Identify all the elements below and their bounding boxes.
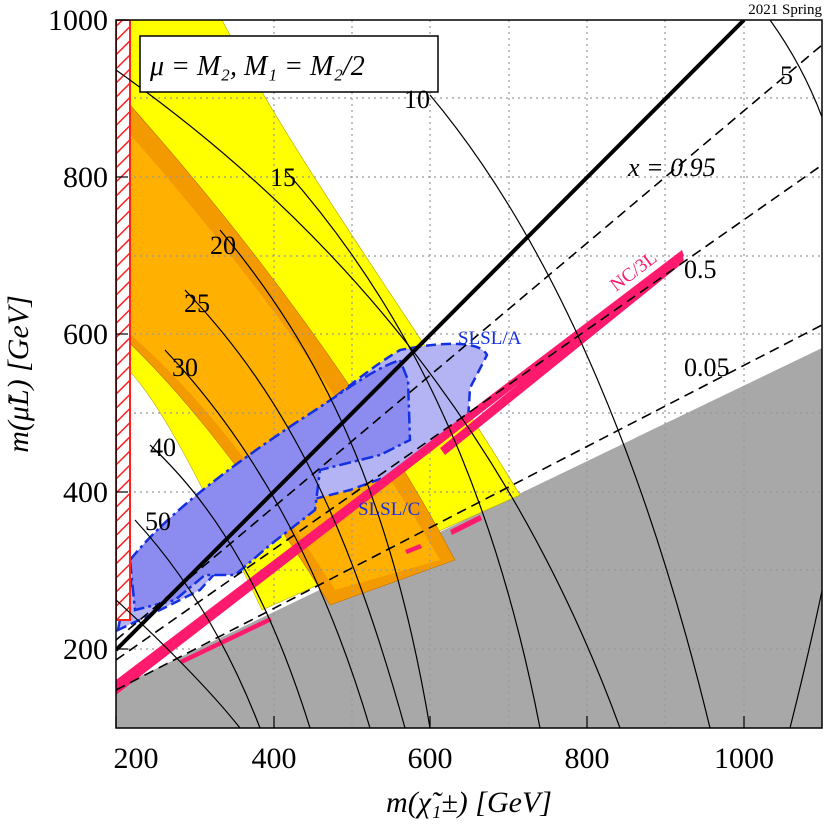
corner-note: 2021 Spring [748, 2, 822, 18]
x-tick-label: 600 [408, 742, 453, 775]
contour-label-20: 20 [210, 231, 236, 260]
y-tick-label: 1000 [48, 4, 108, 37]
x-tick-label: 800 [565, 742, 610, 775]
x-tick-label: 1000 [714, 742, 774, 775]
parameter-box [139, 35, 439, 93]
x-tick-label: 400 [252, 742, 297, 775]
x-axis-title: m(χ̃₁±) [GeV] [386, 786, 552, 819]
parameter-box-text: μ = M₂, M₁ = M₂/2 [149, 51, 365, 82]
nc3l-band-lower [180, 617, 272, 664]
yellow-band [116, 20, 521, 611]
y-axis-title: m(μ̃L) [GeV] [2, 295, 35, 453]
contour-label-50: 50 [145, 507, 171, 536]
contour-label-5: 5 [780, 61, 793, 90]
nc3l-band-lower-3 [450, 515, 482, 535]
excluded-gray-region [116, 348, 822, 728]
x-dashed-lines [116, 44, 822, 691]
axis-ticks [115, 19, 745, 728]
y-tick-label: 600 [63, 318, 108, 351]
contour-label-10: 10 [404, 85, 430, 114]
y-tick-label: 400 [63, 476, 108, 509]
nc3l-band-upper [440, 250, 684, 455]
nc3l-band-lower-2 [405, 544, 422, 554]
contour-label-30: 30 [172, 353, 198, 382]
x-label-05: 0.5 [684, 255, 717, 284]
region-label-slsl-c: SLSL/C [358, 499, 420, 520]
contour-label-25: 25 [184, 289, 210, 318]
plot-area [116, 20, 822, 728]
y-tick-label: 800 [63, 161, 108, 194]
plot-frame [115, 19, 823, 729]
diagonal-line [116, 20, 746, 652]
contour-lines [116, 20, 822, 728]
red-hatched-region [116, 20, 131, 621]
x-label-095: x = 0.95 [627, 153, 716, 182]
y-tick-label: 200 [63, 633, 108, 666]
x-label-005: 0.05 [684, 353, 730, 382]
region-label-slsl-a: SLSL/A [458, 328, 522, 349]
x-tick-label: 200 [114, 742, 159, 775]
contour-label-15: 15 [270, 163, 296, 192]
contour-label-40: 40 [150, 433, 176, 462]
